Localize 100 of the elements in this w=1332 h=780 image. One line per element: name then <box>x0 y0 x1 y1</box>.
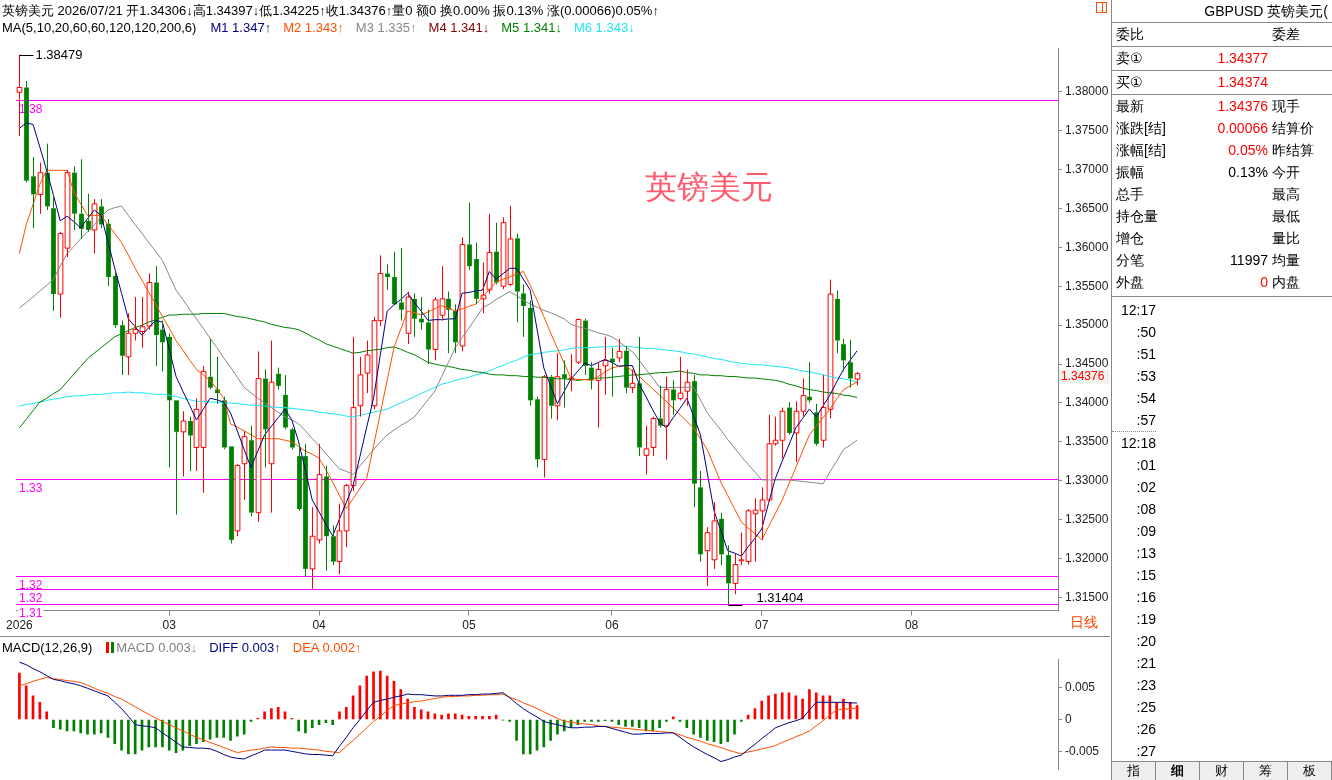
candlestick <box>392 251 397 305</box>
bar <box>474 715 478 720</box>
candlestick <box>835 290 840 354</box>
text: :08 <box>1135 500 1156 519</box>
bar <box>774 693 777 720</box>
bar <box>399 689 403 720</box>
candlestick <box>167 332 172 468</box>
bar <box>344 707 348 720</box>
candlestick <box>787 401 792 436</box>
y-tick-label: 0.005 <box>1065 679 1096 694</box>
text: :02 <box>1135 478 1156 497</box>
bar <box>583 719 586 722</box>
text: :13 <box>1135 544 1156 563</box>
ref-line-label: 1.32 <box>19 590 43 605</box>
category-label: 现手 <box>1272 98 1300 114</box>
category-label: 均量 <box>1272 252 1300 268</box>
bar <box>481 715 484 720</box>
text: :15 <box>1135 566 1156 585</box>
text: 0.13% <box>1228 164 1268 180</box>
text: :20 <box>1135 632 1156 651</box>
bar <box>406 698 409 720</box>
text: :23 <box>1135 676 1156 695</box>
bar <box>195 719 198 745</box>
candlestick <box>467 202 472 271</box>
bar <box>52 719 55 729</box>
legend-label: MACD 0.003↓ <box>115 640 198 655</box>
candlestick <box>331 524 336 566</box>
bar <box>45 711 48 720</box>
bar <box>127 719 130 755</box>
candlestick <box>72 166 77 231</box>
candlestick <box>174 400 179 516</box>
text: :51 <box>1135 345 1156 364</box>
candlestick <box>494 222 499 285</box>
y-tick-label: 1.31500 <box>1065 589 1109 604</box>
category-label: 振幅 <box>1116 163 1144 182</box>
candlestick <box>86 193 91 233</box>
bar <box>201 719 205 743</box>
category-label: 委比 <box>1116 25 1144 44</box>
category-label: 最新 <box>1116 97 1144 116</box>
candlestick <box>453 303 458 354</box>
bar <box>542 719 546 748</box>
y-tick-label: 0 <box>1065 711 1072 726</box>
bar <box>658 719 661 729</box>
x-tick-label: 08 <box>904 618 919 633</box>
candlestick <box>45 143 50 211</box>
candlestick <box>276 367 281 390</box>
candlestick <box>324 465 329 572</box>
candlestick <box>385 263 390 291</box>
candlestick <box>841 338 846 372</box>
candlestick <box>515 233 520 323</box>
bar <box>556 719 559 735</box>
bar <box>760 700 764 720</box>
text: 筹 <box>1244 762 1288 780</box>
y-tick-label: -0.005 <box>1065 743 1100 758</box>
category-label: 总手 <box>1116 185 1144 204</box>
bar <box>419 709 423 720</box>
candlestick <box>671 379 676 416</box>
candlestick <box>188 416 193 472</box>
text: DEA 0.002↑ <box>292 640 362 655</box>
category-label: 涨跌[结] <box>1116 119 1166 138</box>
y-tick-label: 1.33500 <box>1065 434 1109 449</box>
bar <box>86 719 89 735</box>
bar <box>651 719 655 732</box>
text: 细 <box>1156 762 1200 780</box>
category-label: 持仓量 <box>1116 207 1158 226</box>
bar <box>276 707 280 720</box>
bar <box>372 671 375 720</box>
bar <box>79 719 83 734</box>
text: :53 <box>1135 367 1156 386</box>
bar <box>24 685 28 720</box>
text: :54 <box>1135 389 1156 408</box>
bar <box>780 692 784 720</box>
y-tick-label: 1.37500 <box>1065 122 1109 137</box>
text: 1.34376 <box>1217 98 1268 114</box>
text: M5 1.341↓ <box>501 20 562 35</box>
candlestick <box>113 271 118 329</box>
candlestick <box>848 339 853 389</box>
bar <box>385 675 389 720</box>
annotation: 1.38479 <box>35 47 83 63</box>
text: :19 <box>1135 610 1156 629</box>
bar <box>739 719 743 722</box>
bar <box>236 719 239 737</box>
annotation: 英镑美元 <box>644 168 773 205</box>
category-label: 最低 <box>1272 208 1300 224</box>
chart-title: 英镑美元 2026/07/21 开1.34306↓高1.34397↓低1.34225↑收1.34376↑量0 额0 换0.00% 振0.13% 涨(0.00066)0.05%↑ <box>2 2 659 20</box>
text: :27 <box>1135 742 1156 761</box>
candlestick <box>698 470 703 563</box>
bar <box>18 672 21 720</box>
bar <box>310 719 314 729</box>
text: M6 1.343↓ <box>573 20 635 35</box>
y-tick-label: 1.35000 <box>1065 317 1109 332</box>
category-label: 增仓 <box>1116 229 1144 248</box>
bar <box>58 719 62 730</box>
bar <box>814 692 818 720</box>
category-label: 外盘 <box>1116 273 1144 292</box>
category-label: 今开 <box>1272 164 1300 180</box>
y-tick-label: 1.36500 <box>1065 200 1109 215</box>
text: :57 <box>1135 411 1156 430</box>
legend-label: M4 1.341↓ <box>428 20 490 35</box>
category-label: 量比 <box>1272 230 1300 246</box>
